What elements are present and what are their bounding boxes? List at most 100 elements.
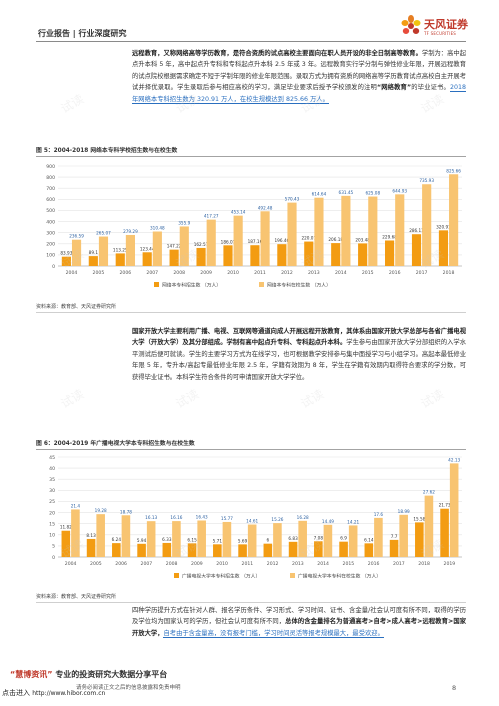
bar-data-label: 16.28 bbox=[297, 515, 309, 520]
bar-data-label: 15.77 bbox=[221, 516, 233, 521]
x-tick-label: 2009 bbox=[200, 270, 212, 276]
y-tick-label: 800 bbox=[46, 175, 55, 181]
x-tick-label: 2009 bbox=[191, 561, 203, 567]
bar-data-label: 15.58 bbox=[413, 516, 425, 521]
bar-data-label: 453.14 bbox=[231, 210, 246, 215]
bar-enrollment bbox=[88, 256, 98, 266]
bar-data-label: 6.14 bbox=[364, 537, 374, 542]
bar-enrollment bbox=[314, 541, 323, 557]
figure6-chart: 0 5 10 15 20 25 30 35 40 45 11.82 21.4 2004 8.13 19.28… bbox=[49, 455, 462, 580]
footer-disclaimer: 请务必阅读正文之后的信息披露和免责申明 bbox=[76, 685, 181, 691]
para3-body: 四种学历提升方式在针对人群、报名学历条件、学习形式、学习时间、证书、含金量/社会… bbox=[132, 607, 466, 626]
brand-subtitle: TF SECURITIES bbox=[424, 31, 457, 36]
y-tick-label: 600 bbox=[46, 197, 55, 203]
y-tick-label: 0 bbox=[52, 555, 55, 561]
x-tick-label: 2007 bbox=[146, 270, 158, 276]
bar-enrollment bbox=[196, 247, 206, 266]
bar-data-label: 83.93 bbox=[60, 251, 72, 256]
bar-data-label: 625.08 bbox=[365, 191, 380, 196]
bar-data-label: 11.82 bbox=[60, 525, 72, 530]
bar-enrollment bbox=[339, 541, 348, 557]
para2-bold-intro: 国家开放大学主要利用广播、电视、互联网等通道向成人开展远程开放教育，其体系由国家… bbox=[132, 328, 466, 347]
bar-data-label: 8.13 bbox=[86, 533, 96, 538]
bar-enrollment bbox=[61, 530, 71, 557]
bar-students bbox=[341, 195, 351, 266]
x-tick-label: 2017 bbox=[416, 270, 428, 276]
x-tick-label: 2011 bbox=[254, 270, 266, 276]
bar-data-label: 16.43 bbox=[196, 514, 208, 519]
brand-name: 天风证券 bbox=[424, 18, 468, 31]
figure5-source: 资料来源：教育部、天风证券研究所 bbox=[36, 304, 117, 310]
bar-students bbox=[233, 215, 243, 266]
x-tick-label: 2018 bbox=[418, 561, 430, 567]
paragraph-distance-education: 远程教育，又称网络高等学历教育，是符合资质的试点高校主要面向在职人员开设的非全日… bbox=[132, 48, 467, 105]
bar-data-label: 355.9 bbox=[178, 220, 190, 225]
bar-enrollment bbox=[277, 244, 287, 266]
bar-students bbox=[71, 509, 80, 557]
para1-quote: “网络教育” bbox=[376, 84, 412, 92]
bar-students bbox=[323, 524, 333, 557]
x-tick-label: 2010 bbox=[227, 270, 239, 276]
bar-data-label: 570.43 bbox=[285, 197, 300, 202]
y-tick-label: 30 bbox=[49, 488, 55, 494]
y-tick-label: 45 bbox=[49, 455, 55, 461]
legend-label: 广播电视大学本专科在校生数 （万人） bbox=[298, 573, 381, 580]
watermark-text: 试读 bbox=[58, 91, 87, 116]
legend-swatch bbox=[290, 573, 295, 578]
x-tick-label: 2008 bbox=[166, 561, 178, 567]
bar-enrollment bbox=[331, 243, 341, 266]
bar-enrollment bbox=[223, 245, 233, 266]
bar-data-label: 492.48 bbox=[258, 205, 273, 210]
bar-students bbox=[152, 231, 162, 266]
bar-students bbox=[449, 463, 459, 557]
bar-enrollment bbox=[385, 240, 395, 266]
y-tick-label: 35 bbox=[49, 477, 55, 483]
bar-data-label: 6.33 bbox=[162, 537, 172, 542]
bar-enrollment bbox=[389, 539, 399, 557]
bar-enrollment bbox=[250, 245, 260, 266]
bar-data-label: 220.07 bbox=[301, 236, 316, 241]
bar-enrollment bbox=[115, 253, 125, 266]
bar-data-label: 42.13 bbox=[448, 457, 460, 462]
x-tick-label: 2011 bbox=[242, 561, 254, 567]
x-tick-label: 2015 bbox=[343, 561, 355, 567]
y-tick-label: 25 bbox=[49, 499, 55, 505]
watermark-text: 试读 bbox=[173, 386, 202, 411]
figure6-source-divider bbox=[36, 602, 466, 603]
bar-students bbox=[260, 211, 270, 266]
bar-data-label: 6.24 bbox=[112, 537, 122, 542]
bar-enrollment bbox=[137, 543, 146, 557]
bar-enrollment bbox=[162, 542, 172, 557]
bar-students bbox=[222, 521, 232, 557]
legend-label: 广播电视大学本专科招生数 （万人） bbox=[182, 573, 260, 580]
y-tick-label: 700 bbox=[46, 186, 55, 192]
x-tick-label: 2013 bbox=[292, 561, 304, 567]
bar-enrollment bbox=[438, 230, 449, 266]
bar-data-label: 735.93 bbox=[419, 178, 434, 183]
bar-data-label: 18.99 bbox=[398, 509, 410, 514]
bar-students bbox=[395, 194, 405, 266]
bar-data-label: 16.16 bbox=[170, 515, 182, 520]
footer-url-link[interactable]: http://www.hibor.com.cn bbox=[32, 690, 106, 697]
x-tick-label: 2006 bbox=[119, 270, 131, 276]
bar-enrollment bbox=[440, 508, 449, 557]
bar-data-label: 6.83 bbox=[288, 536, 298, 541]
bar-data-label: 15.26 bbox=[271, 517, 283, 522]
x-tick-label: 2016 bbox=[389, 270, 401, 276]
x-tick-label: 2008 bbox=[173, 270, 185, 276]
bar-students bbox=[125, 234, 135, 266]
bar-enrollment bbox=[86, 538, 96, 557]
bar-data-label: 644.93 bbox=[392, 188, 407, 193]
bar-data-label: 14.21 bbox=[347, 519, 359, 524]
bar-students bbox=[247, 524, 257, 557]
bar-data-label: 279.29 bbox=[123, 229, 138, 234]
bar-students bbox=[314, 197, 324, 266]
y-tick-label: 40 bbox=[49, 466, 55, 472]
bar-data-label: 17.6 bbox=[374, 512, 384, 517]
watermark-text: 试读 bbox=[298, 386, 327, 411]
bar-data-label: 147.22 bbox=[167, 244, 182, 249]
bar-students bbox=[374, 517, 383, 557]
header-divider bbox=[36, 41, 466, 42]
bar-data-label: 320.91 bbox=[436, 224, 451, 229]
bar-enrollment bbox=[411, 234, 422, 266]
